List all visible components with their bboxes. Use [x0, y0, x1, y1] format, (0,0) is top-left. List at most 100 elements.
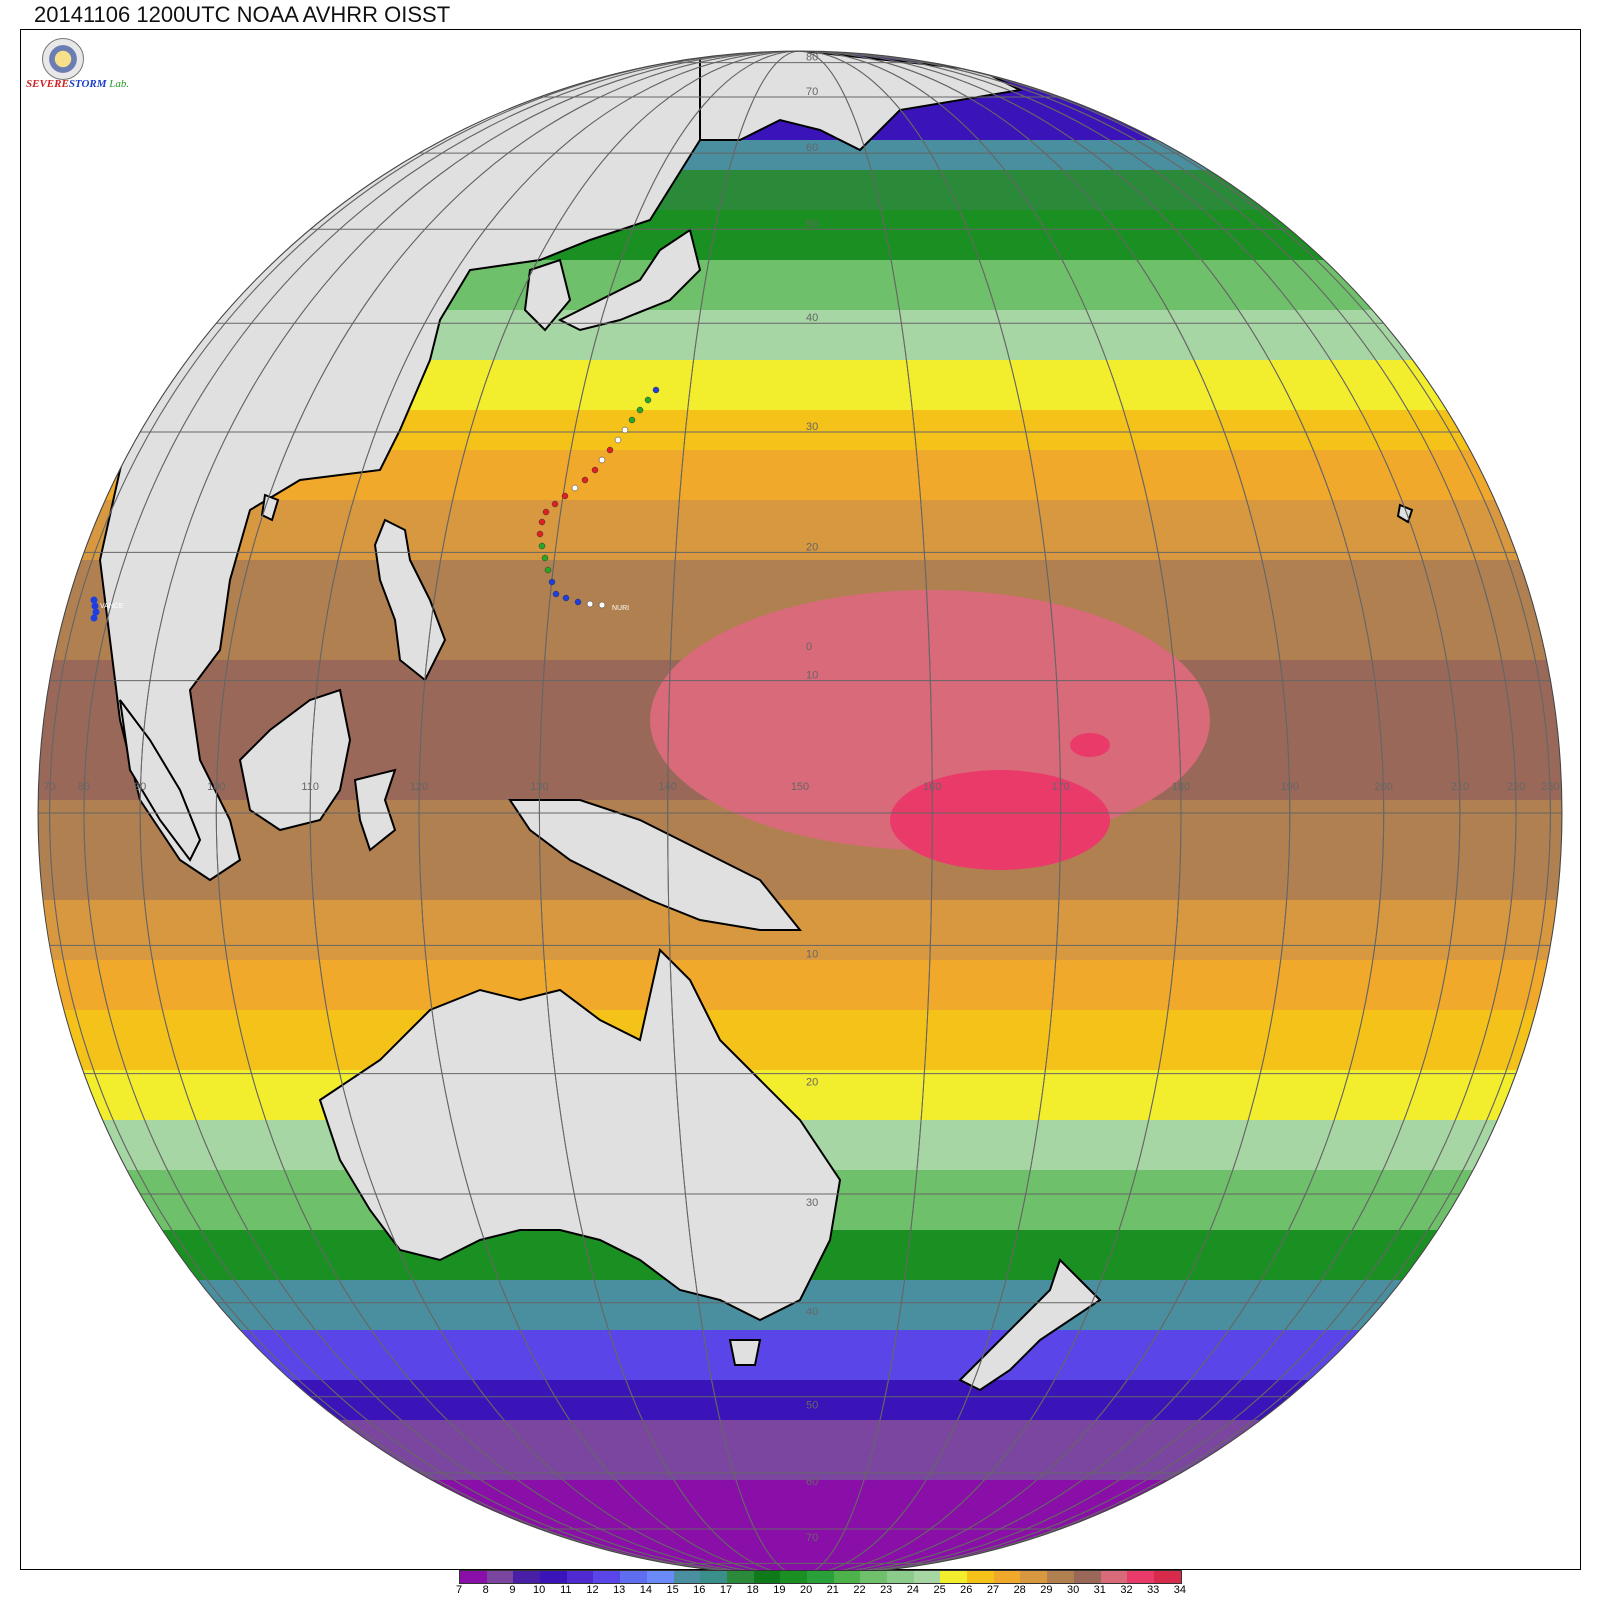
storm-track-point — [92, 608, 100, 616]
longitude-line — [418, 51, 1182, 1575]
colorbar-tick-label: 29 — [1040, 1584, 1053, 1596]
colorbar-segment — [726, 1571, 754, 1583]
storm-track-point — [606, 446, 614, 454]
colorbar-segment — [993, 1571, 1021, 1583]
colorbar-tick-label: 17 — [719, 1584, 733, 1596]
sst-band — [38, 1330, 1562, 1381]
sst-band — [38, 210, 1562, 261]
storm-track-point — [90, 596, 98, 604]
longitude-label: 150 — [791, 781, 809, 793]
colorbar-segment — [1020, 1571, 1048, 1583]
colorbar-segment — [593, 1571, 621, 1583]
colorbar-tick-label: 22 — [853, 1584, 866, 1596]
colorbar-segment — [940, 1571, 968, 1583]
warm-pool-region — [890, 770, 1110, 870]
storm-track-nuri — [536, 386, 660, 609]
sst-band — [38, 170, 1562, 211]
colorbar-segment — [1047, 1571, 1074, 1583]
longitude-label: 80 — [78, 781, 90, 793]
storm-track-point — [542, 508, 550, 516]
longitude-line — [83, 51, 1517, 1575]
colorbar-labels: 7 8 9 10 11 12 13 14 15 16 17 18 19 20 21 22 23 24 25 26 27 2… — [455, 1584, 1186, 1598]
longitude-label: 110 — [301, 781, 319, 793]
graticule — [38, 51, 1562, 1575]
land-tasmania — [728, 1339, 762, 1366]
sst-band — [38, 140, 1562, 171]
longitude-line — [538, 51, 1062, 1575]
longitude-line — [49, 51, 1551, 1575]
colorbar-tick-label: 28 — [1013, 1584, 1026, 1596]
latitude-label-north: 70 — [806, 86, 818, 98]
warm-pool-region — [1070, 733, 1110, 757]
longitude-label: 210 — [1451, 781, 1469, 793]
storm-track-point — [581, 476, 589, 484]
colorbar-tick-label: 31 — [1093, 1584, 1106, 1596]
latitude-label-north: 50 — [806, 218, 818, 230]
colorbar-tick-label: 13 — [613, 1584, 626, 1596]
colorbar-segment — [540, 1571, 567, 1583]
colorbar-segment — [967, 1571, 994, 1583]
storm-track-point — [571, 484, 579, 492]
storm-track-point — [562, 594, 570, 602]
land-northeast-asia — [699, 51, 1024, 152]
storm-label-vance: VANCE — [100, 603, 124, 610]
institution-seal-icon — [42, 38, 84, 80]
colorbar-tick-label: 23 — [880, 1584, 893, 1596]
storm-track-point — [538, 518, 546, 526]
severe-storm-lab-logo: SEVERESTORM Lab. — [26, 36, 129, 98]
colorbar-segment — [860, 1571, 887, 1583]
sst-band — [38, 500, 1562, 561]
longitude-label: 220 — [1507, 781, 1525, 793]
sst-band — [38, 1420, 1562, 1481]
sst-band — [0, 0, 1600, 21]
colorbar-tick-label: 7 — [455, 1584, 463, 1596]
storm-track-point — [598, 601, 606, 609]
colorbar-tick-label: 33 — [1147, 1584, 1160, 1596]
storm-track-point — [628, 416, 636, 424]
colorbar-segment — [460, 1571, 487, 1583]
colorbar-segment — [646, 1571, 674, 1583]
storm-track-point — [541, 554, 549, 562]
sst-band — [38, 960, 1562, 1011]
colorbar-segment — [913, 1571, 941, 1583]
land-sulawesi — [353, 768, 397, 852]
latitude-label-south: 20 — [806, 1077, 818, 1089]
latitude-label-north: 30 — [806, 421, 818, 433]
land-taiwan — [260, 493, 280, 522]
storm-track-point — [548, 578, 556, 586]
colorbar-tick-label: 8 — [482, 1584, 489, 1596]
land-new-guinea — [508, 799, 803, 931]
colorbar-segment — [887, 1571, 914, 1583]
colorbar-tick-label: 12 — [586, 1584, 599, 1596]
sst-band — [38, 1070, 1562, 1121]
land-borneo — [238, 688, 352, 832]
equator-label: 0 — [806, 641, 812, 653]
latitude-label-north: 40 — [806, 312, 818, 324]
storm-track-point — [591, 466, 599, 474]
latitude-label-south: 10 — [806, 948, 818, 960]
longitude-label: 180 — [1172, 781, 1190, 793]
longitude-line — [309, 51, 1291, 1575]
storm-track-vance — [90, 596, 100, 622]
colorbar-tick-label: 30 — [1066, 1584, 1080, 1596]
latitude-label-north: 10 — [806, 670, 818, 682]
storm-track-point — [561, 492, 569, 500]
temperature-colorbar — [459, 1570, 1182, 1584]
sst-band — [38, 1380, 1562, 1421]
colorbar-segment — [806, 1571, 834, 1583]
longitude-label: 200 — [1375, 781, 1393, 793]
longitude-label: 160 — [923, 781, 941, 793]
colorbar-segment — [566, 1571, 594, 1583]
storm-track-point — [598, 456, 606, 464]
longitude-line — [215, 51, 1385, 1575]
colorbar-tick-label: 11 — [560, 1584, 572, 1596]
storm-track-point — [586, 600, 594, 608]
storm-track-point — [536, 530, 544, 538]
longitude-label: 130 — [530, 781, 548, 793]
latitude-label-south: 60 — [806, 1476, 818, 1488]
colorbar-segment — [486, 1571, 514, 1583]
longitude-label: 120 — [410, 781, 428, 793]
colorbar-segment — [513, 1571, 541, 1583]
